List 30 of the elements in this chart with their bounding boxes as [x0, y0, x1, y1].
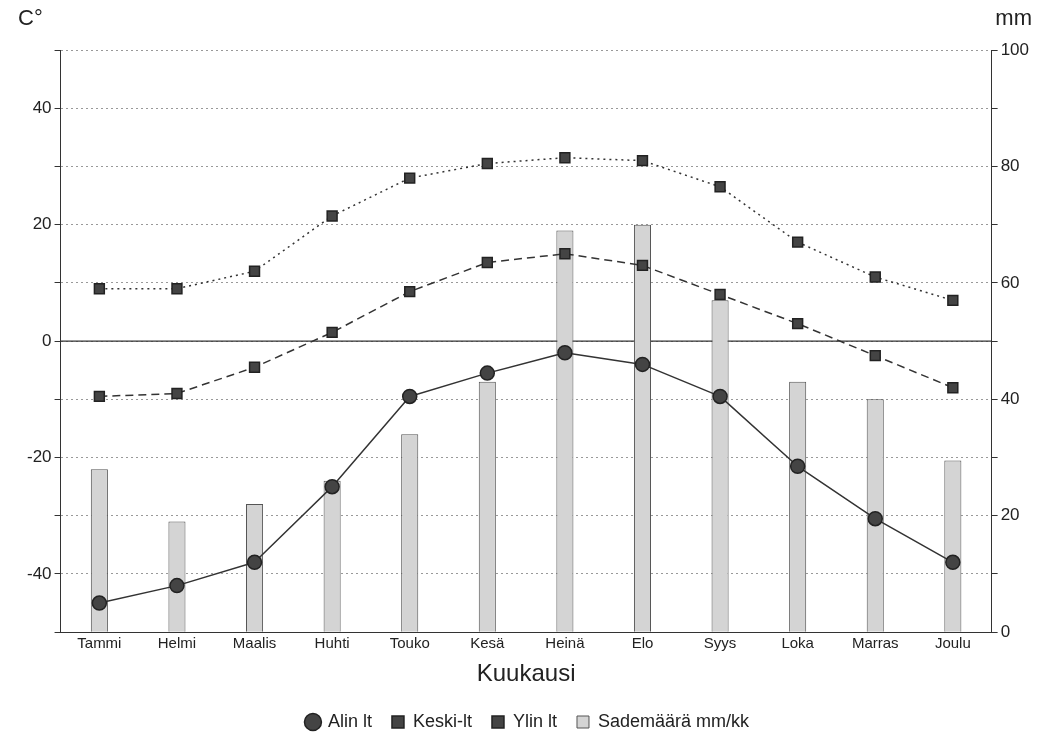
- x-tick-label: Loka: [781, 634, 815, 652]
- legend-label: Sademäärä mm/kk: [598, 710, 751, 731]
- y2-tick-label: 0: [1000, 621, 1011, 641]
- y-axis-title: C°: [18, 5, 43, 31]
- legend-label: Ylin lt: [512, 710, 557, 731]
- y-tick-label: 0: [42, 330, 52, 350]
- x-tick-label: Elo: [631, 634, 654, 652]
- x-tick-label: Syys: [703, 634, 737, 652]
- y2-axis-title: mm: [995, 5, 1032, 31]
- x-tick-label: Joulu: [934, 634, 971, 652]
- y2-tick-label: 20: [1000, 505, 1020, 525]
- legend-label: Alin lt: [327, 710, 372, 731]
- x-tick-label: Huhti: [314, 634, 350, 652]
- y2-tick-label: 60: [1000, 272, 1020, 292]
- y2-tick-label: 100: [1000, 39, 1030, 59]
- y-tick-label: 40: [32, 97, 52, 117]
- y2-tick-label: 40: [1000, 389, 1020, 409]
- y-tick-label: 20: [32, 214, 52, 234]
- x-tick-label: Maalis: [232, 634, 277, 652]
- x-tick-label: Tammi: [77, 634, 122, 652]
- y-tick-label: -40: [26, 563, 52, 583]
- x-tick-label: Kesä: [470, 634, 506, 652]
- x-tick-label: Touko: [389, 634, 430, 652]
- x-axis-title: Kuukausi: [476, 659, 576, 687]
- y2-tick-label: 80: [1000, 156, 1020, 176]
- x-tick-label: Helmi: [157, 634, 197, 652]
- x-tick-label: Marras: [851, 634, 899, 652]
- legend-label: Keski-lt: [412, 710, 472, 731]
- y-tick-label: -20: [26, 447, 52, 467]
- x-tick-label: Heinä: [545, 634, 586, 652]
